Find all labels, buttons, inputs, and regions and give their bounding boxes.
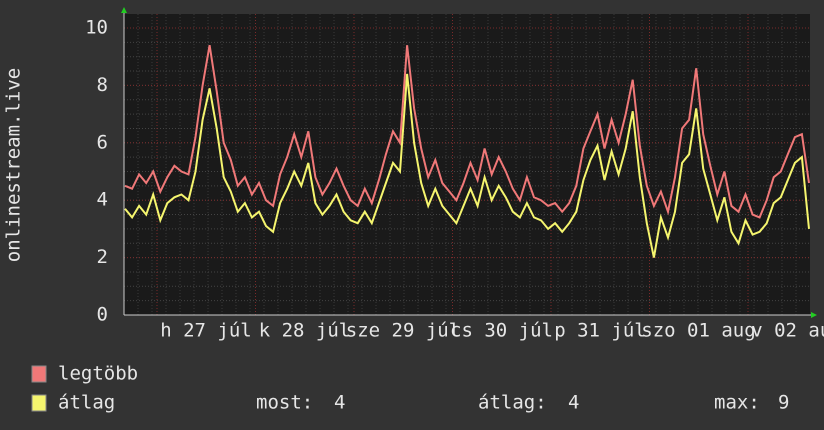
stat-label: átlag: — [478, 392, 547, 414]
y-tick-label: 10 — [85, 17, 108, 39]
x-tick-label: cs 30 júl — [450, 320, 553, 342]
legend-swatch — [31, 394, 47, 412]
y-tick-label: 0 — [97, 304, 108, 326]
stat-value: 4 — [334, 392, 345, 414]
y-tick-label: 8 — [97, 74, 108, 96]
legend-label: legtöbb — [58, 363, 138, 385]
y-arrow — [121, 7, 127, 13]
stat-label: max: — [714, 392, 760, 414]
x-tick-label: k 28 júl — [259, 320, 351, 342]
y-tick-label: 4 — [97, 189, 108, 211]
legend-swatch — [31, 365, 47, 383]
stat-value: 4 — [568, 392, 579, 414]
legend-label: átlag — [58, 392, 115, 414]
x-tick-label: h 27 júl — [160, 320, 252, 342]
series-line — [124, 73, 810, 258]
series-line — [124, 45, 810, 219]
stat-label: most: — [256, 392, 313, 414]
stat-value: 9 — [778, 392, 789, 414]
y-axis-label: onlinestream.live — [3, 68, 25, 262]
x-tick-label: sze 29 júl — [346, 320, 460, 342]
y-tick-label: 2 — [97, 246, 108, 268]
x-tick-label: p 31 júl — [554, 320, 646, 342]
x-tick-label: v 02 aug — [751, 320, 824, 342]
x-tick-label: szo 01 aug — [641, 320, 755, 342]
x-arrow — [811, 312, 817, 318]
plot-area — [124, 14, 810, 315]
y-tick-label: 6 — [97, 131, 108, 153]
